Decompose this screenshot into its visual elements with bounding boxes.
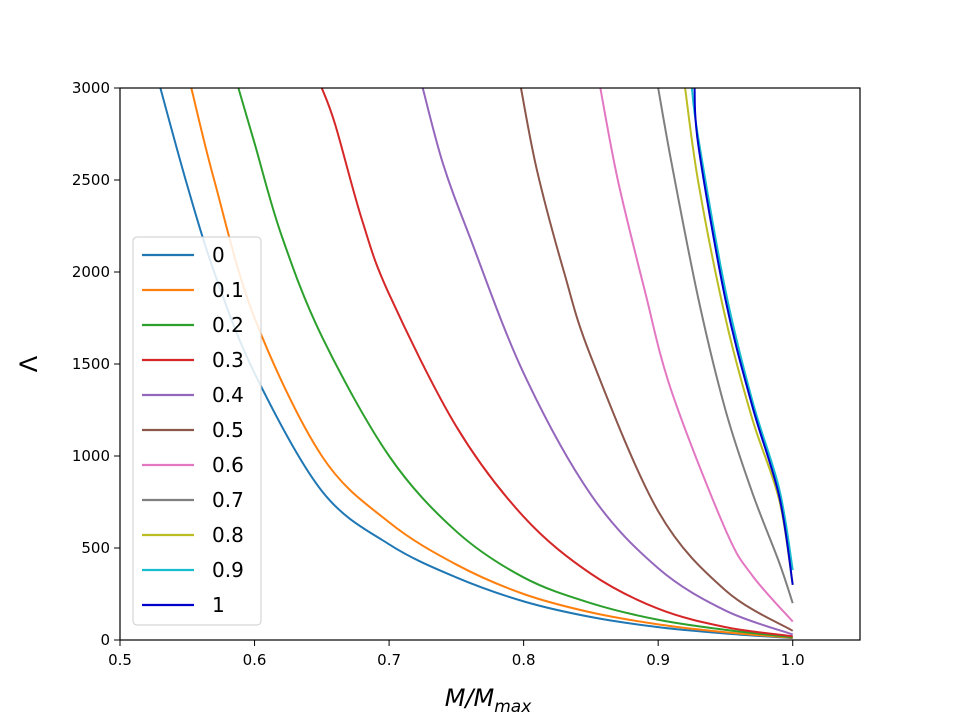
x-axis-label: M/Mmax: [445, 684, 532, 717]
series-line-0.2: [237, 87, 793, 639]
legend-label-1: 1: [212, 593, 225, 617]
x-tick-label: 0.7: [377, 651, 401, 669]
legend-label-0: 0: [212, 243, 225, 267]
series-line-0.7: [657, 87, 794, 604]
x-tick-label: 0.8: [512, 651, 536, 669]
legend-box: [132, 236, 262, 626]
legend-label-0.7: 0.7: [212, 488, 244, 512]
legend-label-0.2: 0.2: [212, 313, 244, 337]
x-tick-label: 1.0: [781, 651, 805, 669]
legend-label-0.4: 0.4: [212, 383, 244, 407]
x-tick-label: 0.9: [646, 651, 670, 669]
y-axis-label: Λ: [15, 355, 43, 372]
y-axis: 0 500 1000 1500 2000 2500 3000: [72, 79, 120, 649]
curves-group: [159, 87, 794, 640]
series-line-0.6: [599, 87, 794, 623]
y-tick-label: 3000: [72, 79, 110, 97]
legend-label-0.9: 0.9: [212, 558, 244, 582]
y-tick-label: 2500: [72, 171, 110, 189]
legend: 0 0.1 0.2 0.3 0.4 0.5 0.6 0.7 0.8 0.9 1: [132, 236, 262, 626]
x-tick-label: 0.6: [243, 651, 267, 669]
y-tick-label: 2000: [72, 263, 110, 281]
series-line-1: [693, 87, 794, 585]
y-tick-label: 0: [100, 631, 110, 649]
y-tick-label: 500: [81, 539, 110, 557]
series-line-0.4: [421, 87, 794, 636]
y-tick-label: 1000: [72, 447, 110, 465]
series-line-0.5: [519, 87, 794, 632]
legend-label-0.3: 0.3: [212, 348, 244, 372]
x-axis-label-sub: max: [494, 697, 532, 717]
legend-label-0.6: 0.6: [212, 453, 244, 477]
legend-label-0.5: 0.5: [212, 418, 244, 442]
x-axis-label-main: M/M: [445, 684, 495, 712]
y-tick-label: 1500: [72, 355, 110, 373]
series-line-0.3: [320, 87, 793, 638]
legend-label-0.8: 0.8: [212, 523, 244, 547]
legend-label-0.1: 0.1: [212, 278, 244, 302]
x-tick-label: 0.5: [108, 651, 132, 669]
x-axis: 0.5 0.6 0.7 0.8 0.9 1.0: [108, 640, 805, 669]
